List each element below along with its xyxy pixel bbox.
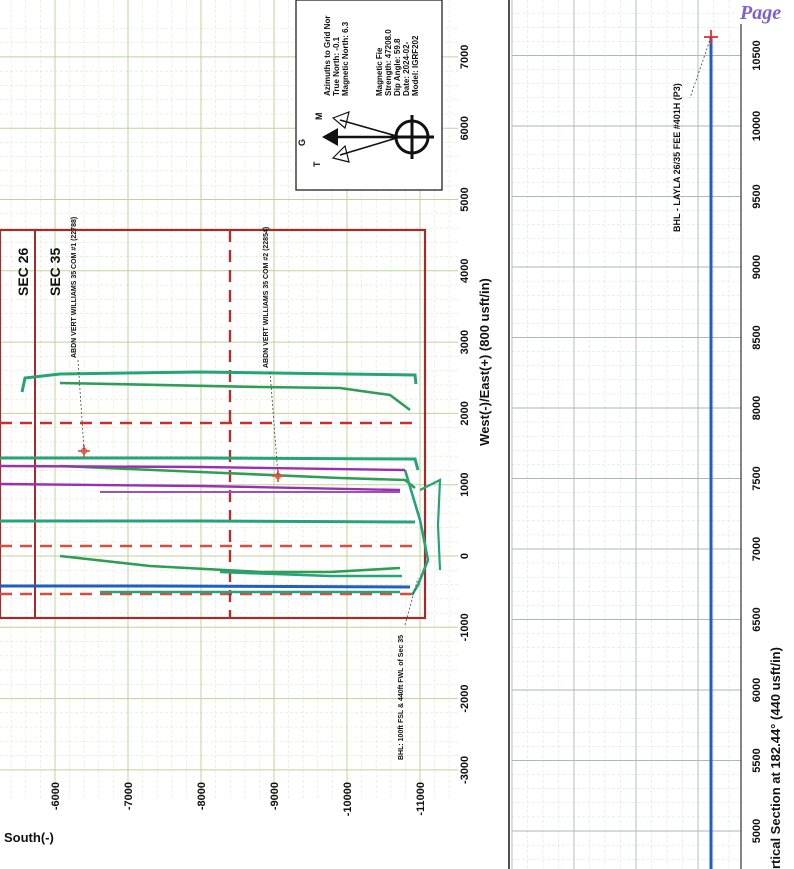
vs-tick-label: 8500 — [751, 325, 763, 349]
plan-y-axis-title: South(-) — [4, 830, 54, 845]
plan-y-tick-label: -6000 — [50, 782, 62, 810]
true-north-arrowhead — [331, 144, 350, 163]
abdn-1-leader — [77, 359, 85, 451]
well-path-green-3 — [0, 456, 420, 471]
vs-tick-label: 5500 — [751, 748, 763, 772]
sec-26-label: SEC 26 — [15, 248, 31, 296]
vs-tick-label: 7500 — [751, 466, 763, 490]
north-box-line: Model: IGRF202 — [411, 35, 420, 96]
vs-tick-label: 9000 — [751, 255, 763, 279]
north-box-text: Azimuths to Grid Nor True North: -0.1 Magn… — [323, 16, 420, 96]
abdn-well-1-label: ABDN VERT WILLIAMS 35 COM #1 (22788) — [71, 217, 78, 358]
plan-x-tick-label: 5000 — [459, 187, 471, 211]
magnetic-north-label: M — [314, 113, 324, 121]
plan-y-tick-label: -8000 — [196, 782, 208, 810]
plan-x-tick-labels: -3000 -2000 -1000 0 1000 2000 3000 4000 5000 6000… — [459, 45, 471, 784]
abdn-well-1-marker — [78, 445, 90, 457]
page-header-label: Page — [739, 2, 781, 24]
vs-tick-label: 10000 — [751, 111, 763, 142]
plan-y-tick-labels: -6000 -7000 -8000 -9000 -10000 -11000 — [50, 782, 427, 816]
well-path-green-7 — [219, 570, 402, 578]
vs-tick-label: 7000 — [751, 537, 763, 561]
plan-x-tick-label: -3000 — [459, 756, 471, 784]
plan-x-tick-label: -2000 — [459, 685, 471, 713]
magnetic-north-arrowhead — [331, 111, 350, 130]
plan-y-tick-label: -10000 — [342, 782, 354, 816]
bhl-target-label: BHL - LAYLA 26/35 FEE #401H (P3) — [672, 83, 682, 232]
plan-x-tick-label: 4000 — [459, 259, 471, 283]
north-box-line: Dip Angle: 59.8 — [393, 38, 402, 96]
well-path-green-2 — [59, 381, 411, 412]
well-path-green-curve-2 — [419, 478, 442, 571]
vertical-section-view: 5000 5500 6000 6500 7000 7500 8000 8500 9000 9500… — [511, 0, 794, 869]
north-box-line: True North: -0.1 — [332, 36, 341, 96]
north-box-line: Azimuths to Grid Nor — [323, 16, 332, 96]
vs-tick-label: 8000 — [751, 396, 763, 420]
vs-tick-labels: 5000 5500 6000 6500 7000 7500 8000 8500 9000 9500… — [751, 40, 763, 843]
well-path-purple-1 — [0, 464, 406, 472]
vs-tick-label: 6500 — [751, 607, 763, 631]
well-path-green-curve — [403, 469, 430, 596]
vs-tick-label: 9500 — [751, 184, 763, 208]
page-header-bg — [738, 0, 794, 24]
plan-x-tick-label: 3000 — [459, 330, 471, 354]
north-arrow-symbol — [322, 111, 434, 163]
vs-axis-title: rtical Section at 182.44° (440 usft/in) — [768, 647, 783, 869]
wellbore-blue-plan — [0, 584, 411, 589]
grid-north-label: G — [297, 139, 307, 146]
bhl-leader — [689, 36, 712, 99]
vs-tick-label: 6000 — [751, 678, 763, 702]
plan-y-tick-label: -7000 — [123, 782, 135, 810]
sec-35-label: SEC 35 — [47, 248, 63, 296]
abdn-2-leader — [269, 371, 279, 476]
plan-x-axis-title: West(-)/East(+) (800 usft/in) — [477, 278, 492, 446]
plan-y-tick-label: -9000 — [269, 782, 281, 810]
north-box-line: Strength: 47208.0 — [384, 29, 393, 96]
plan-x-tick-label: 6000 — [459, 116, 471, 140]
north-box-line: Magnetic North: 6.3 — [341, 21, 350, 96]
plan-x-tick-label: 0 — [459, 553, 471, 559]
north-box-line: Magnetic Fie — [375, 47, 384, 96]
vs-tick-label: 5000 — [751, 819, 763, 843]
lease-boundary — [0, 228, 427, 620]
true-north-label: T — [312, 161, 322, 167]
plan-x-tick-label: -1000 — [459, 613, 471, 641]
vs-major-grid — [511, 0, 741, 869]
plan-x-tick-label: 7000 — [459, 45, 471, 69]
north-box-frame — [295, 0, 443, 191]
plan-x-tick-label: 2000 — [459, 401, 471, 425]
plan-x-tick-label: 1000 — [459, 472, 471, 496]
well-path-purple-2 — [0, 482, 401, 492]
plan-y-tick-label: -11000 — [415, 782, 427, 816]
well-path-green-5 — [0, 519, 416, 524]
vs-minor-grid — [512, 0, 741, 869]
well-path-green-6 — [59, 554, 401, 574]
grid-north-arrowhead — [322, 128, 338, 146]
north-arrow-box: G T M Azimuths to Grid Nor True North: -0… — [295, 0, 443, 191]
well-path-green-1 — [20, 370, 418, 393]
plan-view: ABDN VERT WILLIAMS 35 COM #1 (22788) ABD… — [0, 0, 492, 845]
bhl-note-leader — [404, 577, 419, 626]
bhl-note-label: BHL: 100ft FSL & 440ft FWL of Sec 35 — [398, 635, 405, 760]
vs-tick-label: 10500 — [751, 40, 763, 71]
abdn-well-2-label: ABDN VERT WILLIAMS 35 COM #2 (22854) — [263, 227, 270, 368]
north-box-line: Date: 2024-02- — [402, 41, 411, 96]
